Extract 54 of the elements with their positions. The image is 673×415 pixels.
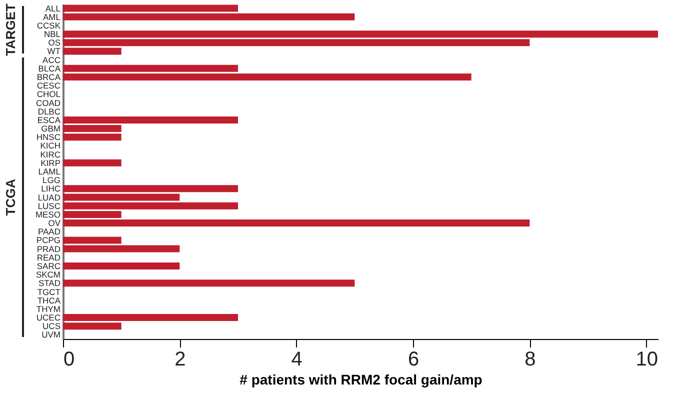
y-tick-label: LGG [42, 175, 60, 186]
text: TCGA [3, 178, 18, 216]
bar [63, 185, 238, 192]
x-tick-label: 0 [64, 348, 75, 370]
y-tick-label: WT [47, 46, 60, 56]
y-tick-label: LUSC [38, 200, 60, 211]
y-tick-label: PRAD [36, 244, 60, 254]
y-tick-label: CHOL [36, 89, 61, 100]
x-axis-title: # patients with RRM2 focal gain/amp [240, 372, 482, 388]
y-tick-label: CCSK [36, 20, 61, 30]
y-tick-label: THYM [36, 304, 60, 314]
bar [63, 236, 122, 244]
x-tick-label: 4 [291, 348, 302, 370]
y-tick-label: LUAD [38, 192, 60, 202]
bar [63, 280, 355, 287]
y-tick-label: SARC [36, 260, 60, 271]
y-tick-label: ACC [42, 54, 60, 65]
y-tick-label: TGCT [37, 286, 60, 297]
y-tick-label: HNSC [36, 132, 60, 142]
y-tick-label: PAAD [38, 226, 60, 237]
x-tick-label: 6 [408, 348, 420, 370]
y-tick-label: AML [43, 12, 61, 22]
bar [63, 262, 180, 270]
y-tick-label: SKCM [36, 270, 60, 280]
y-tick-label: KIRC [40, 149, 60, 160]
y-tick-label: READ [36, 252, 60, 262]
y-tick-label: UCEC [36, 312, 60, 323]
y-tick-label: ALL [45, 3, 61, 14]
y-tick-label: BRCA [36, 72, 61, 82]
y-tick-label: BLCA [38, 63, 61, 74]
y-tick-label: COAD [36, 98, 60, 108]
y-tick-label: STAD [38, 278, 60, 288]
y-tick-label: DLBC [38, 106, 60, 116]
y-tick-label: CESC [36, 80, 60, 91]
y-tick-label: LIHC [41, 184, 60, 194]
y-tick-label: ESCA [37, 114, 61, 125]
text: TARGET [3, 3, 18, 56]
y-tick-label: KICH [40, 140, 60, 151]
y-tick-label: LAML [38, 166, 61, 176]
y-tick-label: NBL [44, 29, 61, 40]
y-tick-label: KIRP [40, 158, 61, 168]
bar [63, 159, 122, 166]
x-tick-label: 2 [174, 348, 186, 370]
y-tick-label: MESO [35, 209, 61, 220]
y-tick-label: UVM [42, 330, 60, 340]
y-tick-label: OV [48, 218, 61, 228]
y-tick-label: GBM [41, 124, 60, 134]
y-tick-label: THCA [37, 295, 61, 306]
y-tick-label: UCS [42, 321, 61, 332]
x-tick-label: 10 [636, 348, 658, 370]
bar [63, 245, 180, 252]
y-tick-label: PCPG [36, 235, 60, 246]
x-tick-label: 8 [524, 348, 536, 370]
y-tick-label: OS [48, 38, 61, 48]
